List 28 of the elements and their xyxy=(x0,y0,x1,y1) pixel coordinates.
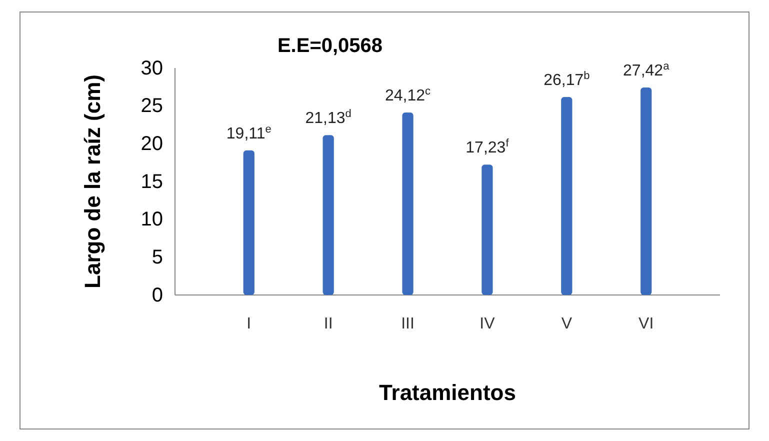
data-label: 24,12$^{c}$ xyxy=(385,85,432,104)
data-label: 19,11$^{e}$ xyxy=(226,123,272,142)
y-axis-title: Largo de la raíz (cm) xyxy=(80,74,105,288)
bar xyxy=(640,88,652,295)
x-tick-label: IV xyxy=(480,315,496,332)
bar xyxy=(482,164,493,295)
x-tick-label: II xyxy=(324,315,333,332)
y-tick-label: 0 xyxy=(152,284,163,306)
x-tick-label: VI xyxy=(638,315,654,332)
y-tick-label: 5 xyxy=(152,246,163,269)
data-label: 26,17$^{b}$ xyxy=(544,70,590,89)
bar xyxy=(561,96,572,295)
x-tick-label: I xyxy=(246,315,252,332)
bar xyxy=(402,112,414,295)
y-tick-label: 15 xyxy=(140,170,163,193)
y-tick-label: 25 xyxy=(140,95,163,118)
y-tick-label: 10 xyxy=(140,208,163,231)
bar xyxy=(243,150,254,295)
x-tick-label: III xyxy=(401,315,414,332)
bar xyxy=(322,135,334,295)
x-tick-label: V xyxy=(561,315,572,332)
data-label: 21,13$^{d}$ xyxy=(305,108,352,128)
chart-title: E.E=0,0568 xyxy=(277,35,383,57)
data-label: 17,23$^{f}$ xyxy=(466,138,510,157)
y-tick-label: 20 xyxy=(140,133,163,156)
x-axis-title: Tratamientos xyxy=(379,380,516,405)
y-tick-label: 30 xyxy=(140,57,163,80)
data-label: 27,42$^{a}$ xyxy=(623,60,670,80)
